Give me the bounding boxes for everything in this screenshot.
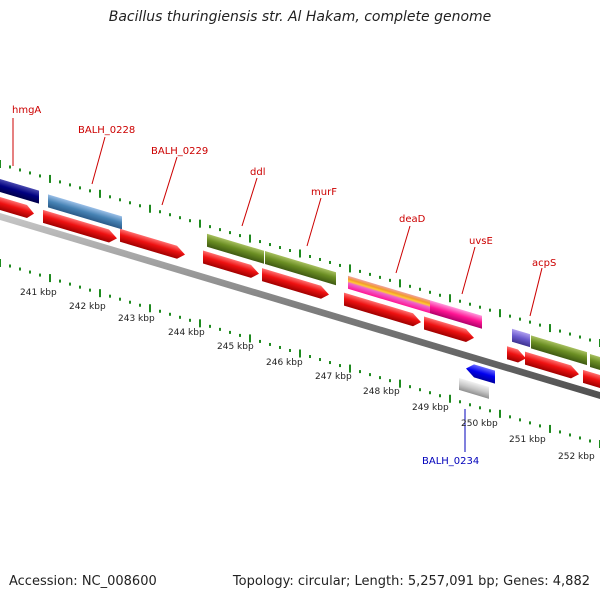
cds-arrow[interactable] xyxy=(203,250,259,281)
gene-label-BALH_0234[interactable]: BALH_0234 xyxy=(422,456,479,467)
kbp-label: 248 kbp xyxy=(363,387,400,397)
cds-arrow[interactable] xyxy=(344,292,421,329)
feature-murF[interactable] xyxy=(265,251,336,286)
kbp-label: 244 kbp xyxy=(168,328,205,338)
feature-uvsE[interactable] xyxy=(430,300,482,329)
cds-arrow[interactable] xyxy=(262,268,329,301)
cds-arrow[interactable] xyxy=(120,228,185,261)
genome-backbone xyxy=(0,213,600,399)
gene-label-ddl[interactable]: ddl xyxy=(250,167,265,178)
gene-label-murF[interactable]: murF xyxy=(311,187,337,198)
kbp-label: 247 kbp xyxy=(315,372,352,382)
gene-label-BALH_0229[interactable]: BALH_0229 xyxy=(151,146,208,157)
feature-track-inner xyxy=(459,362,495,399)
cds-arrow[interactable] xyxy=(507,346,526,365)
kbp-label: 245 kbp xyxy=(217,342,254,352)
feature-hmgA[interactable] xyxy=(0,177,39,204)
cds-arrow[interactable] xyxy=(43,209,117,245)
accession-text: Accession: NC_008600 xyxy=(9,574,157,589)
cds-arrow[interactable] xyxy=(0,195,34,220)
topology-text: Topology: circular; Length: 5,257,091 bp… xyxy=(232,574,590,589)
feature-acpS-neighbor[interactable] xyxy=(531,335,587,366)
kbp-label: 243 kbp xyxy=(118,314,155,324)
gene-label-acpS[interactable]: acpS xyxy=(532,258,556,269)
cds-track xyxy=(0,195,600,391)
feature-BALH_0228[interactable] xyxy=(48,194,122,230)
cds-arrow[interactable] xyxy=(424,316,474,344)
cds-arrow[interactable] xyxy=(583,369,600,391)
outer-tick-track xyxy=(0,160,600,347)
scale-labels: 241 kbp 242 kbp 243 kbp 244 kbp 245 kbp … xyxy=(20,288,595,462)
gene-label-hmgA[interactable]: hmgA xyxy=(12,105,41,116)
feature-track-outer xyxy=(0,177,600,373)
label-leaders xyxy=(12,118,543,452)
feature-edge[interactable] xyxy=(590,353,600,373)
feature-ddl[interactable] xyxy=(207,233,264,264)
kbp-label: 251 kbp xyxy=(509,435,546,445)
kbp-label: 242 kbp xyxy=(69,302,106,312)
feature-BALH_0234[interactable] xyxy=(459,377,489,399)
gene-label-uvsE[interactable]: uvsE xyxy=(469,236,493,247)
feature-deaD[interactable] xyxy=(348,275,430,314)
gene-labels: hmgA BALH_0228 BALH_0229 ddl murF deaD u… xyxy=(12,105,556,467)
scale-tick-track xyxy=(0,259,600,448)
map-title: Bacillus thuringiensis str. Al Hakam, co… xyxy=(108,9,492,25)
feature-BALH_0234-arrow[interactable] xyxy=(466,362,495,384)
kbp-label: 241 kbp xyxy=(20,288,57,298)
gene-label-deaD[interactable]: deaD xyxy=(399,214,426,225)
kbp-label: 252 kbp xyxy=(558,452,595,462)
kbp-label: 250 kbp xyxy=(461,419,498,429)
cds-arrow[interactable] xyxy=(525,351,579,381)
kbp-label: 249 kbp xyxy=(412,403,449,413)
gene-label-BALH_0228[interactable]: BALH_0228 xyxy=(78,125,135,136)
feature-acpS[interactable] xyxy=(512,328,530,348)
kbp-label: 246 kbp xyxy=(266,358,303,368)
